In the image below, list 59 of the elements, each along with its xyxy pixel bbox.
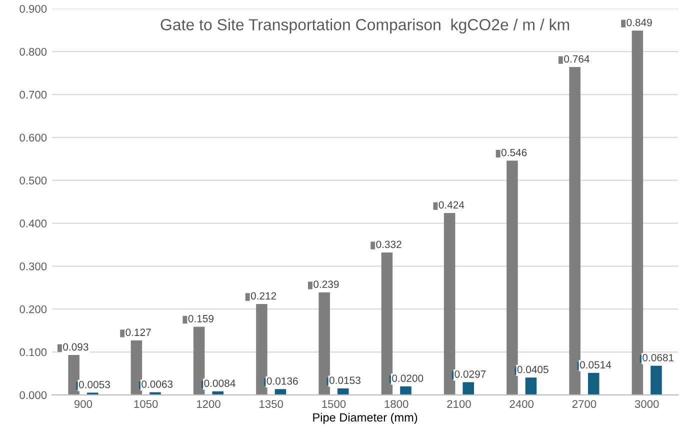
y-tick-label: 0.100: [20, 348, 47, 356]
x-axis-title: Pipe Diameter (mm): [313, 412, 418, 424]
data-label: 0.0200: [392, 374, 424, 382]
x-tick-label: 1200: [196, 400, 220, 408]
bar: [650, 366, 662, 395]
bar: [318, 292, 330, 395]
bar: [444, 212, 456, 395]
data-label: 0.0514: [580, 361, 612, 369]
x-tick-label: 900: [74, 400, 92, 408]
data-label: 0.093: [63, 343, 88, 351]
data-label: 0.0053: [78, 380, 110, 388]
y-tick-label: 0.500: [20, 176, 47, 184]
data-label: 0.159: [188, 314, 214, 322]
data-label: 0.546: [501, 148, 527, 156]
y-tick-label: 0.400: [20, 220, 47, 228]
y-tick-label: 0.300: [20, 262, 47, 270]
bar: [68, 355, 80, 395]
x-tick-label: 2400: [510, 400, 534, 408]
data-label: 0.332: [376, 240, 402, 248]
data-label: 0.764: [564, 55, 590, 63]
bar: [150, 392, 161, 395]
x-tick-label: 1800: [384, 400, 408, 408]
bar: [130, 340, 142, 395]
y-tick-label: 0.200: [20, 305, 47, 314]
x-tick-label: 2100: [447, 400, 471, 408]
bar: [462, 382, 474, 395]
x-tick-label: 2700: [572, 400, 596, 408]
bar: [588, 372, 600, 395]
data-label: 0.0681: [642, 354, 674, 362]
y-tick-label: 0.700: [20, 90, 47, 99]
data-label: 0.0405: [517, 366, 548, 374]
x-tick-label: 1350: [260, 400, 284, 408]
data-label: 0.127: [126, 328, 151, 336]
bar: [506, 160, 518, 395]
y-tick-label: 0.900: [20, 4, 47, 13]
y-tick-label: 0.600: [20, 134, 47, 142]
bar: [400, 386, 412, 395]
data-label: 0.849: [626, 18, 652, 26]
bar: [193, 326, 205, 395]
bar: [632, 30, 644, 395]
data-label: 0.0063: [142, 380, 173, 388]
bar: [569, 67, 580, 395]
bar: [274, 389, 286, 395]
y-tick-label: 0.800: [20, 48, 47, 56]
y-tick-label: 0.000: [20, 391, 47, 400]
x-tick-label: 3000: [634, 400, 659, 408]
data-label: 0.424: [438, 201, 464, 209]
data-label: 0.0297: [454, 370, 486, 378]
bar: [381, 252, 393, 395]
text: Gate to Site Transportation Comparison kgCO2e / m / km: [160, 18, 570, 34]
bar: [525, 378, 537, 395]
bar: [256, 304, 268, 395]
data-label: 0.0136: [266, 377, 298, 385]
data-label: 0.212: [250, 292, 276, 300]
data-label: 0.239: [314, 280, 339, 288]
x-tick-label: 1050: [134, 400, 158, 408]
x-tick-label: 1500: [322, 400, 346, 408]
data-label: 0.0153: [329, 376, 360, 384]
data-label: 0.0084: [204, 380, 236, 387]
